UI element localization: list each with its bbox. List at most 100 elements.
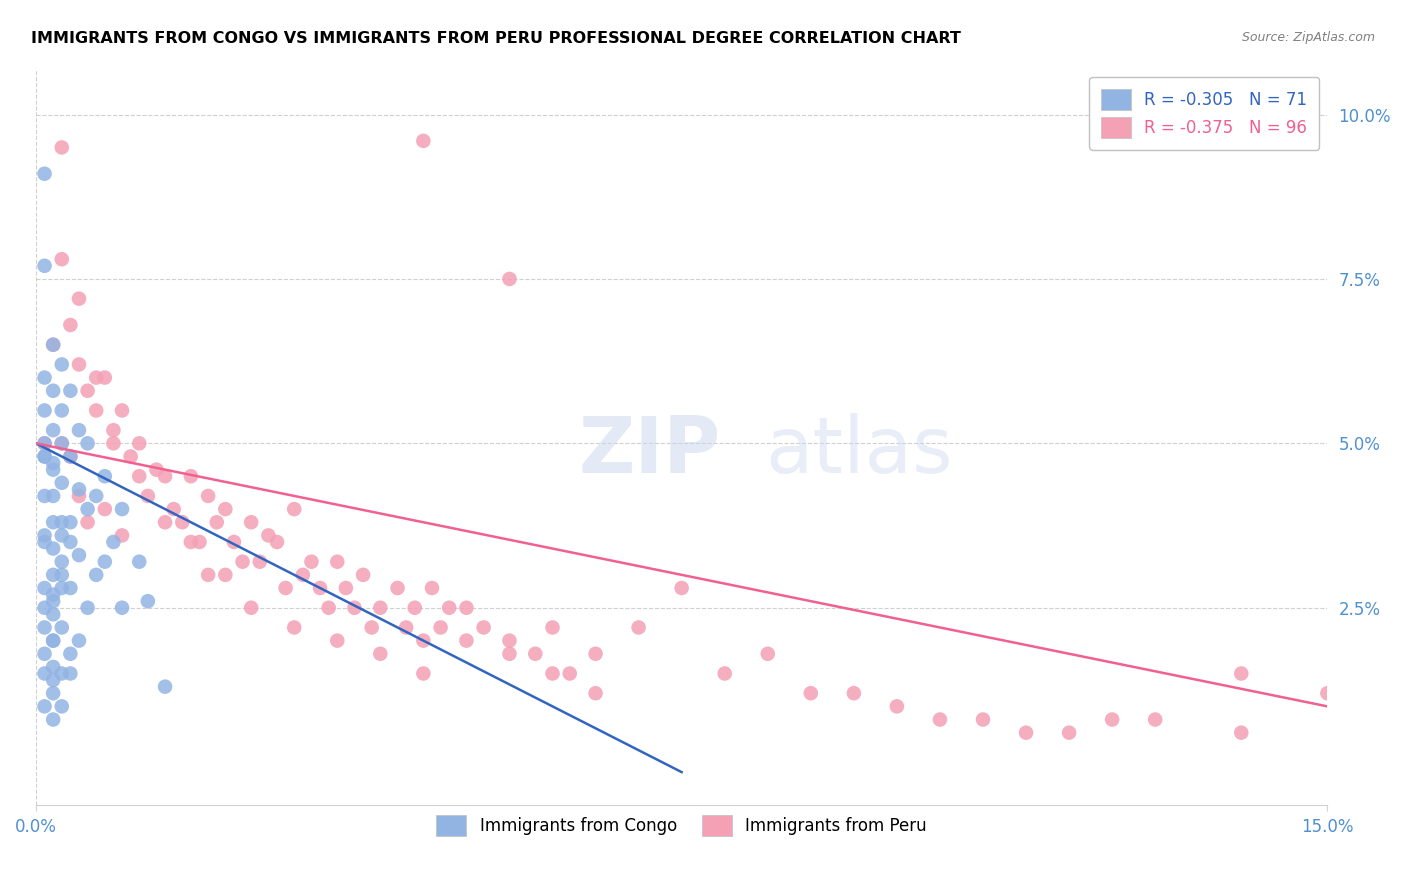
Point xyxy=(51,403,73,417)
Point xyxy=(51,555,73,569)
Point xyxy=(42,660,65,674)
Point xyxy=(51,567,73,582)
Point xyxy=(429,620,451,634)
Point xyxy=(42,541,65,556)
Point xyxy=(42,633,65,648)
Point xyxy=(1101,713,1123,727)
Point xyxy=(51,475,73,490)
Point xyxy=(34,259,56,273)
Point xyxy=(370,647,392,661)
Point xyxy=(671,581,693,595)
Point xyxy=(404,600,426,615)
Point xyxy=(59,450,82,464)
Point xyxy=(76,436,98,450)
Point xyxy=(128,469,150,483)
Point xyxy=(34,699,56,714)
Point xyxy=(94,555,117,569)
Point xyxy=(498,272,520,286)
Point xyxy=(94,370,117,384)
Point xyxy=(103,436,125,450)
Point xyxy=(412,134,434,148)
Point xyxy=(172,515,194,529)
Point xyxy=(180,535,202,549)
Point xyxy=(59,647,82,661)
Point xyxy=(232,555,254,569)
Point xyxy=(283,620,305,634)
Point xyxy=(42,607,65,622)
Point xyxy=(1015,725,1038,739)
Point xyxy=(128,555,150,569)
Point xyxy=(42,423,65,437)
Point xyxy=(1316,686,1339,700)
Point xyxy=(163,502,186,516)
Point xyxy=(59,515,82,529)
Point xyxy=(498,647,520,661)
Point xyxy=(498,633,520,648)
Text: ZIP: ZIP xyxy=(578,414,721,490)
Point xyxy=(1230,666,1253,681)
Point xyxy=(188,535,211,549)
Point xyxy=(34,450,56,464)
Point xyxy=(352,567,374,582)
Point xyxy=(51,358,73,372)
Point xyxy=(34,436,56,450)
Point xyxy=(240,600,263,615)
Point xyxy=(51,528,73,542)
Point xyxy=(249,555,271,569)
Legend: Immigrants from Congo, Immigrants from Peru: Immigrants from Congo, Immigrants from P… xyxy=(427,806,935,845)
Point xyxy=(34,403,56,417)
Point xyxy=(34,528,56,542)
Point xyxy=(59,666,82,681)
Text: atlas: atlas xyxy=(766,414,953,490)
Point xyxy=(266,535,288,549)
Point xyxy=(240,515,263,529)
Point xyxy=(214,502,236,516)
Point xyxy=(153,469,176,483)
Point xyxy=(67,423,90,437)
Point xyxy=(472,620,495,634)
Point xyxy=(111,528,134,542)
Point xyxy=(153,515,176,529)
Point xyxy=(34,436,56,450)
Point xyxy=(541,620,564,634)
Point xyxy=(42,337,65,351)
Point xyxy=(67,548,90,562)
Point xyxy=(51,699,73,714)
Text: IMMIGRANTS FROM CONGO VS IMMIGRANTS FROM PERU PROFESSIONAL DEGREE CORRELATION CH: IMMIGRANTS FROM CONGO VS IMMIGRANTS FROM… xyxy=(31,31,960,46)
Point xyxy=(111,600,134,615)
Point xyxy=(301,555,323,569)
Point xyxy=(42,713,65,727)
Point xyxy=(51,515,73,529)
Point xyxy=(197,567,219,582)
Point xyxy=(180,469,202,483)
Point xyxy=(886,699,908,714)
Point xyxy=(153,680,176,694)
Point xyxy=(756,647,779,661)
Point xyxy=(120,450,142,464)
Point xyxy=(111,403,134,417)
Point xyxy=(800,686,823,700)
Point xyxy=(76,384,98,398)
Point xyxy=(395,620,418,634)
Point xyxy=(585,647,607,661)
Point xyxy=(558,666,581,681)
Point xyxy=(34,600,56,615)
Point xyxy=(67,489,90,503)
Point xyxy=(34,370,56,384)
Point xyxy=(145,463,167,477)
Point xyxy=(42,384,65,398)
Point xyxy=(326,555,349,569)
Point xyxy=(76,502,98,516)
Point xyxy=(59,384,82,398)
Point xyxy=(541,666,564,681)
Point xyxy=(972,713,994,727)
Point xyxy=(456,633,478,648)
Point xyxy=(456,600,478,615)
Point xyxy=(51,140,73,154)
Point xyxy=(214,567,236,582)
Point xyxy=(205,515,228,529)
Point xyxy=(84,403,107,417)
Point xyxy=(34,535,56,549)
Point xyxy=(42,489,65,503)
Point xyxy=(1230,725,1253,739)
